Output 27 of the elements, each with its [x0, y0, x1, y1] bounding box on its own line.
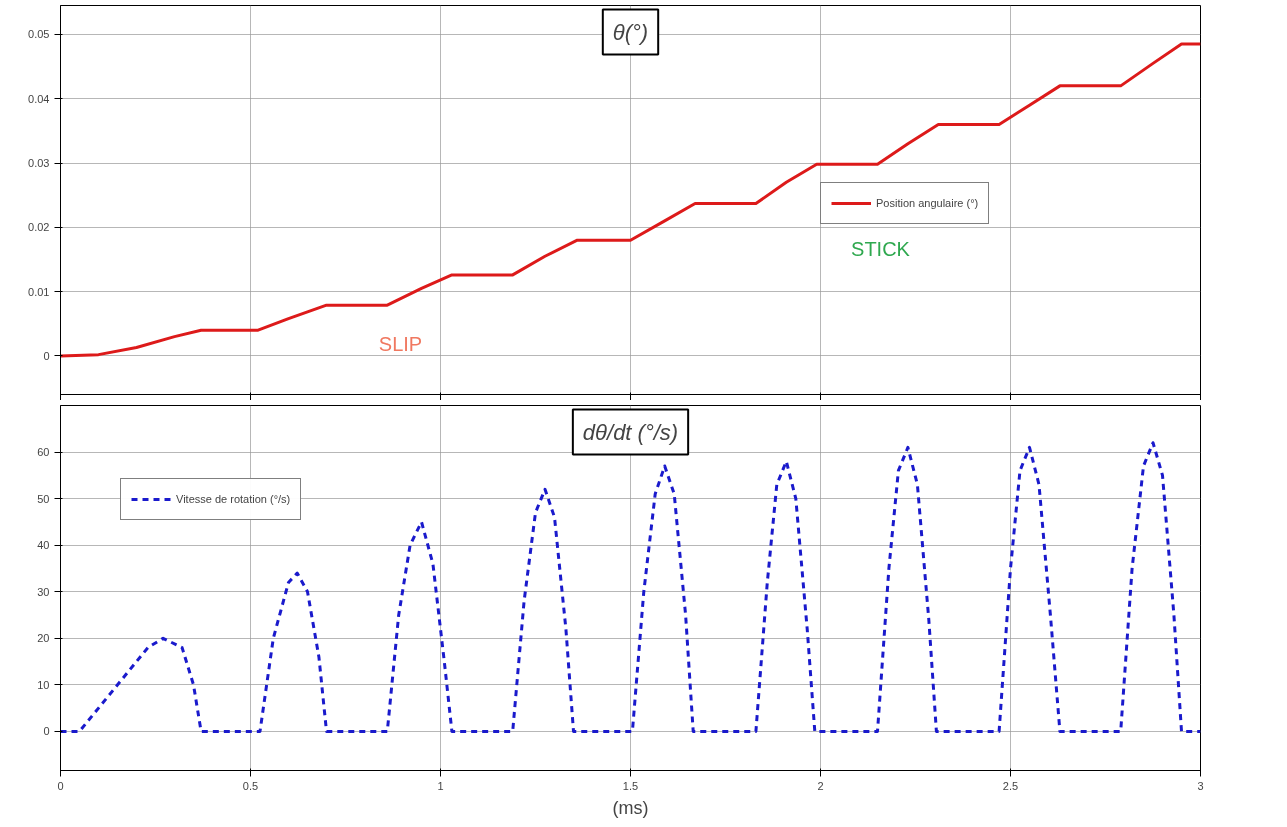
- y-tick-label: 0.05: [28, 28, 50, 41]
- x-tick-label: 1: [437, 779, 444, 792]
- x-tick-label: 0: [57, 779, 64, 792]
- y-tick-label: 20: [37, 632, 50, 645]
- y-tick-label: 0.04: [28, 92, 50, 105]
- y-tick-label: 10: [37, 678, 50, 691]
- annotation: SLIP: [378, 332, 423, 355]
- y-tick-label: 40: [37, 539, 50, 552]
- legend-label: Position angulaire (°): [876, 197, 979, 209]
- annotation: STICK: [851, 237, 911, 260]
- x-tick-label: 2.5: [1002, 779, 1019, 792]
- y-tick-label: 50: [37, 492, 50, 505]
- y-tick-label: 0.02: [28, 221, 50, 234]
- y-tick-label: 0.01: [28, 285, 50, 298]
- x-tick-label: 2: [817, 779, 824, 792]
- y-tick-label: 60: [37, 446, 50, 459]
- x-axis-title: (ms): [612, 797, 649, 818]
- y-tick-label: 0: [43, 725, 50, 738]
- text: dθ/dt (°/s): [582, 419, 679, 445]
- y-tick-label: 0.03: [28, 157, 50, 170]
- y-tick-label: 30: [37, 585, 50, 598]
- x-tick-label: 3: [1197, 779, 1204, 792]
- legend-label: Vitesse de rotation (°/s): [176, 493, 291, 505]
- x-tick-label: 1.5: [622, 779, 639, 792]
- text: θ(°): [612, 19, 649, 45]
- x-tick-label: 0.5: [242, 779, 259, 792]
- y-tick-label: 0: [43, 349, 50, 362]
